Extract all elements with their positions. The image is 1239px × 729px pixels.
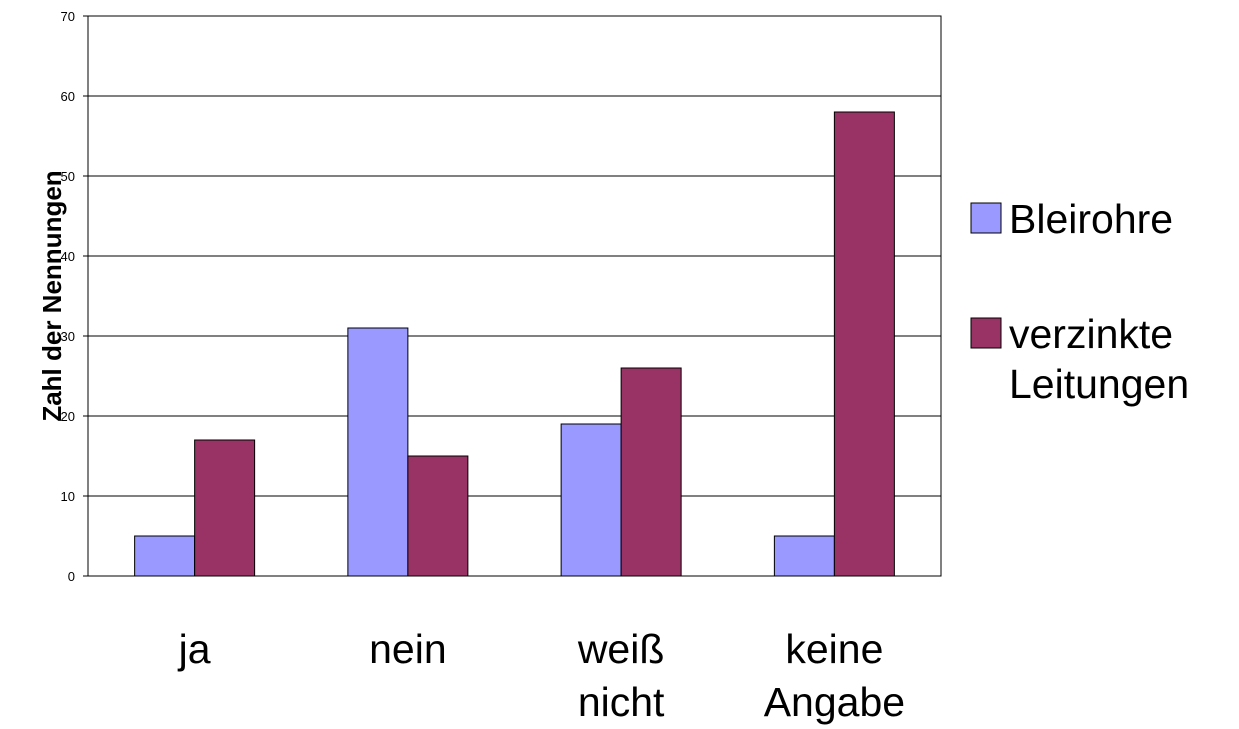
x-category-label: Angabe [764,679,905,725]
legend-label: Bleirohre [1009,196,1173,242]
x-category-label: weiß [577,626,665,672]
gridlines [88,95,941,497]
x-category-label: nicht [578,679,665,725]
legend-label: Leitungen [1009,361,1189,407]
y-axis-ticks: 0 10 20 30 40 50 60 70 [61,9,88,584]
bar-bleirohre [560,423,622,577]
y-tick-label: 30 [61,329,75,344]
y-tick-label: 10 [61,489,75,504]
x-category-label: ja [178,626,211,672]
bar-bleirohre [773,535,835,577]
legend-swatch [970,202,1002,234]
y-tick-label: 20 [61,409,75,424]
legend-swatch [970,317,1002,349]
x-category-label: keine [785,626,883,672]
y-tick-label: 0 [68,569,75,584]
bars [134,111,895,577]
bar-verzinkte-leitungen [833,111,895,577]
bar-verzinkte-leitungen [407,455,469,577]
bar-bleirohre [134,535,196,577]
legend-label: verzinkte [1009,311,1173,357]
y-tick-label: 70 [61,9,75,24]
x-axis-labels: ja nein weiß nicht keine Angabe [178,626,905,725]
y-axis-title: Zahl der Nennungen [37,170,67,421]
y-tick-label: 40 [61,249,75,264]
bar-verzinkte-leitungen [620,367,682,577]
bar-bleirohre [347,327,409,577]
y-tick-label: 60 [61,89,75,104]
y-tick-label: 50 [61,169,75,184]
x-category-label: nein [369,626,447,672]
plot-frame [87,15,942,577]
bar-verzinkte-leitungen [194,439,256,577]
